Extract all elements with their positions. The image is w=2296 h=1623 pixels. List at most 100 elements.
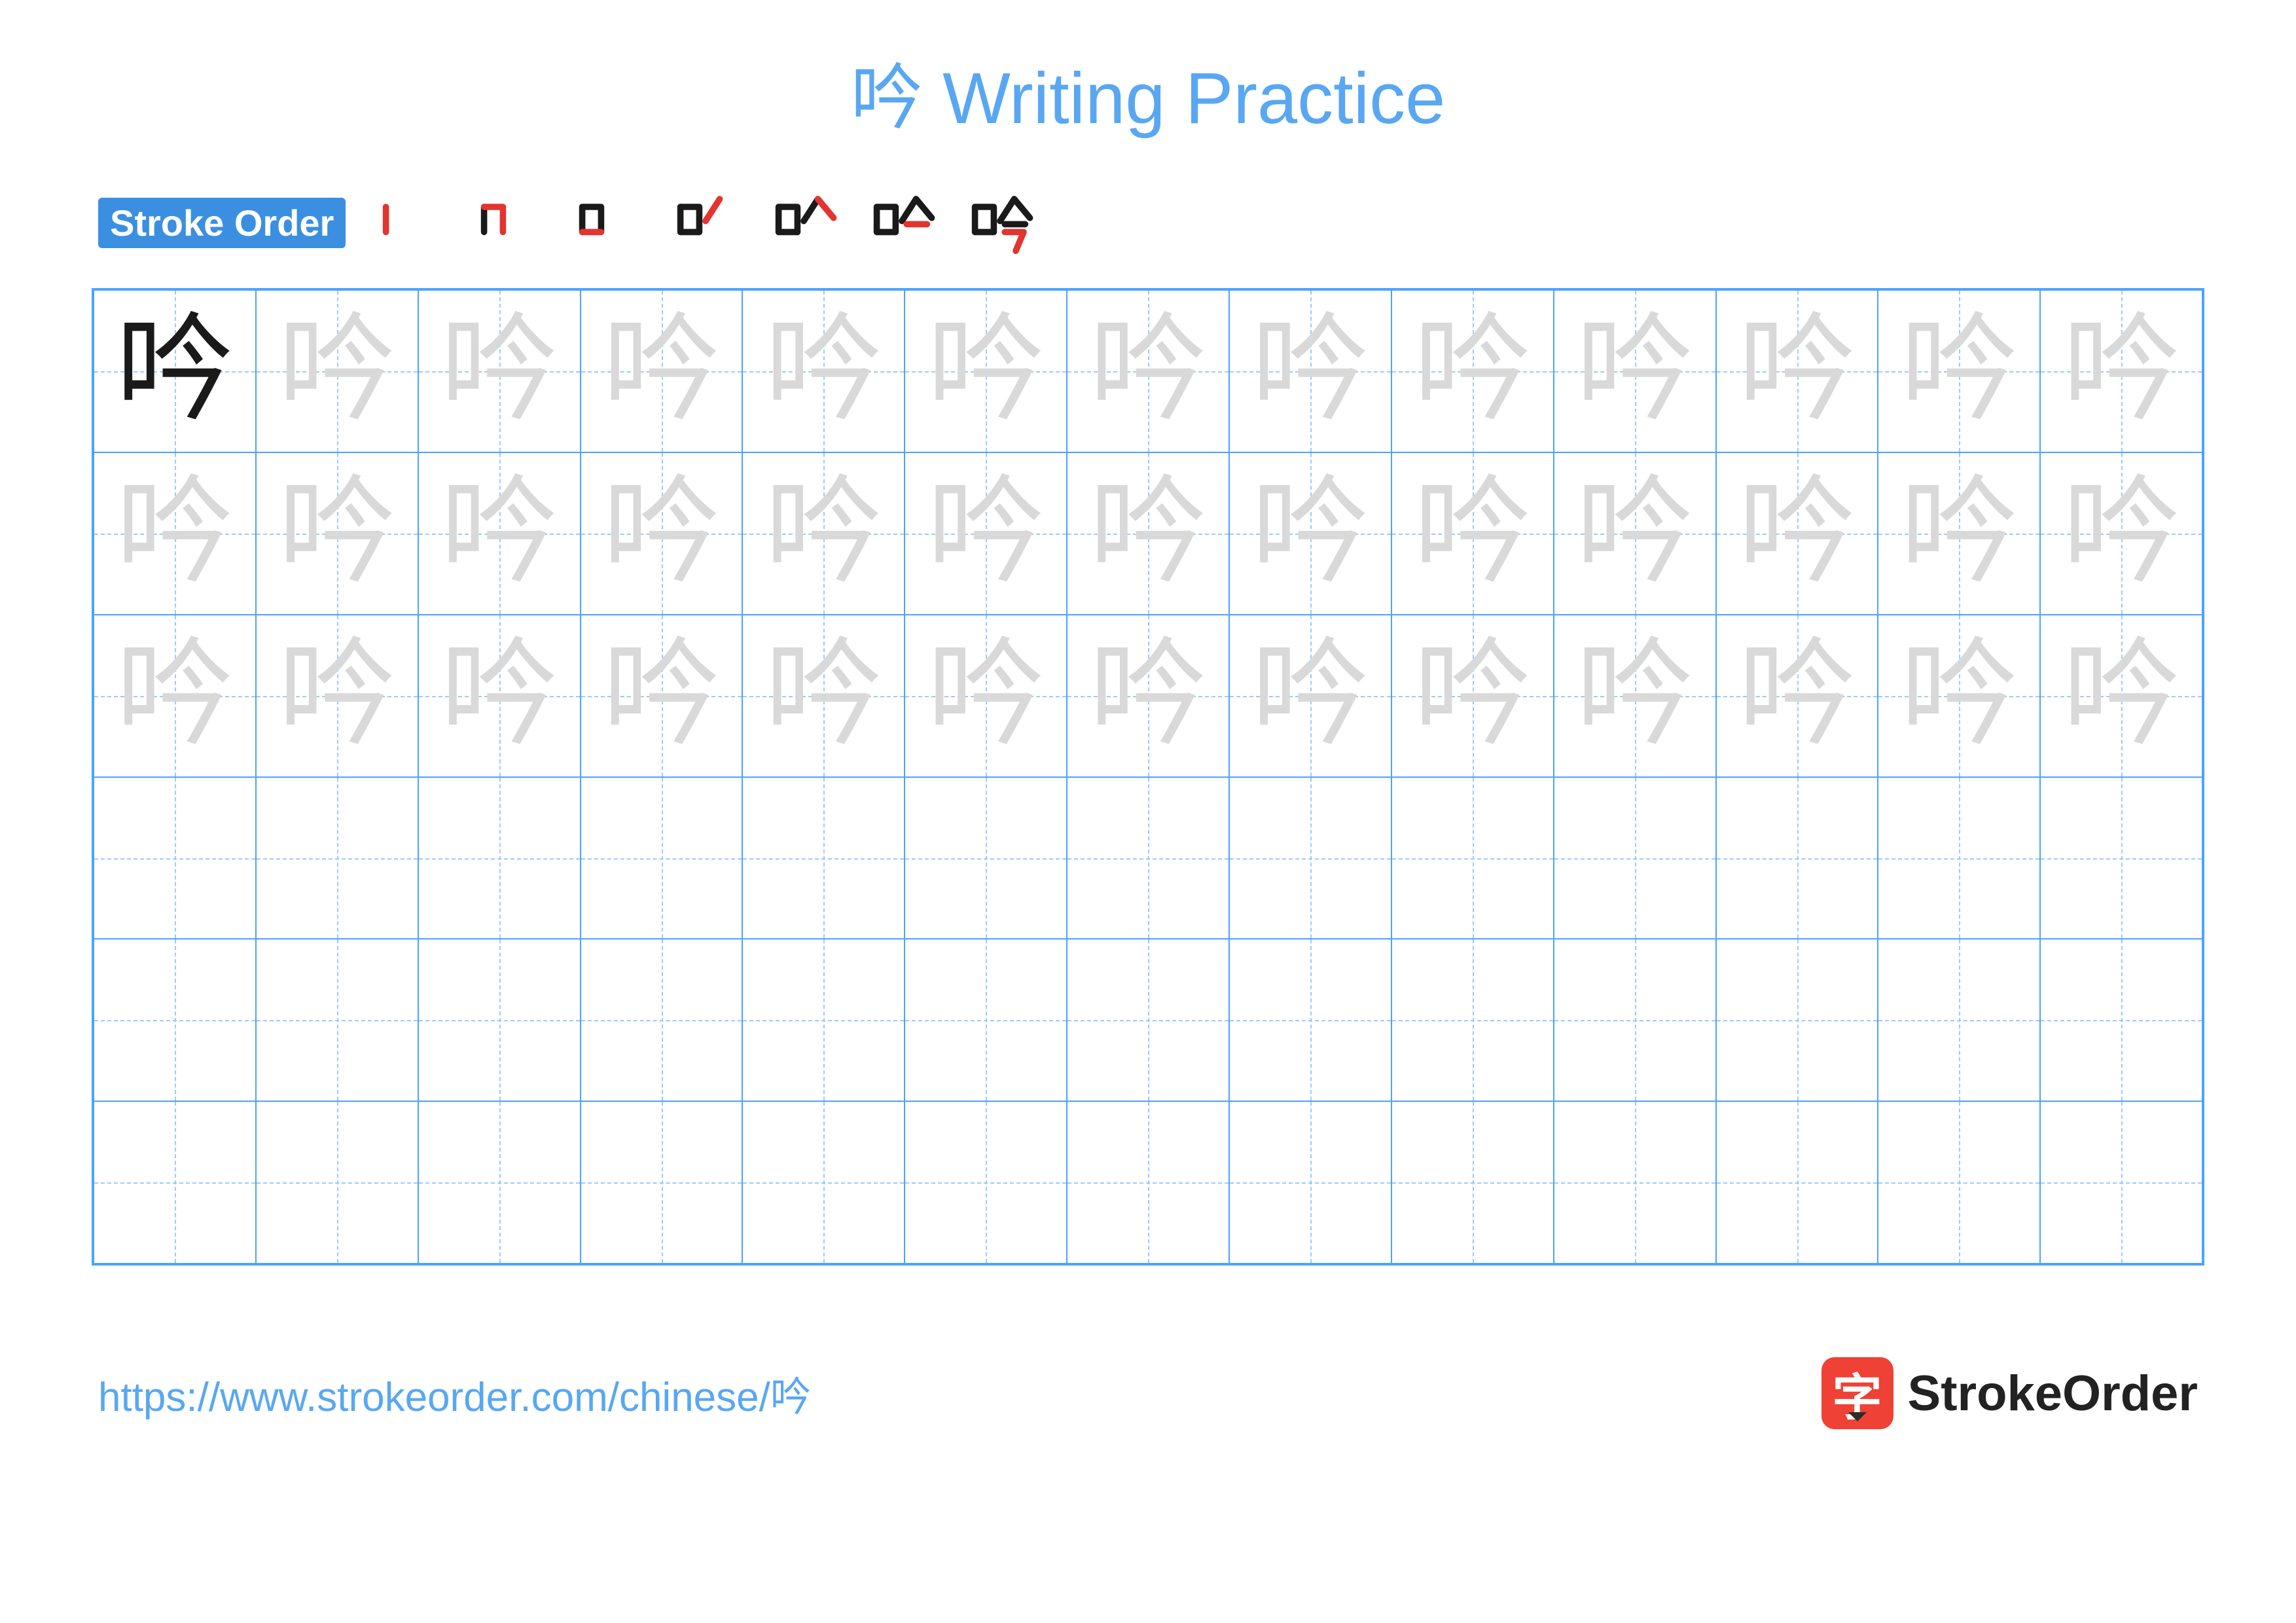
trace-cell: 吟 [1716,452,1878,615]
stroke-order-badge: Stroke Order [98,198,346,248]
blank-cell [1229,777,1391,939]
blank-cell [581,1101,743,1264]
practice-character: 吟 [603,475,721,593]
practice-character: 吟 [1576,637,1694,755]
trace-cell: 吟 [1716,615,1878,777]
page-title: 吟 Writing Practice [92,39,2204,144]
blank-cell [1391,777,1554,939]
practice-character: 吟 [2062,475,2180,593]
blank-cell [1554,777,1716,939]
trace-cell: 吟 [1067,452,1229,615]
practice-character: 吟 [1414,312,1532,430]
trace-cell: 吟 [1878,290,2040,452]
trace-cell: 吟 [1229,290,1391,452]
blank-cell [1067,777,1229,939]
practice-character: 吟 [927,475,1045,593]
blank-cell [1067,1101,1229,1264]
trace-cell: 吟 [581,452,743,615]
practice-character: 吟 [603,312,721,430]
trace-cell: 吟 [1229,452,1391,615]
trace-cell: 吟 [1391,615,1554,777]
trace-cell: 吟 [905,615,1067,777]
trace-cell: 吟 [581,615,743,777]
blank-cell [256,1101,418,1264]
practice-character: 吟 [1251,312,1369,430]
trace-cell: 吟 [1878,615,2040,777]
blank-cell [1554,939,1716,1101]
stroke-step-3 [568,183,647,262]
blank-cell [256,939,418,1101]
stroke-step-6 [863,183,941,262]
blank-cell [2040,1101,2202,1264]
stroke-order-row: Stroke Order [92,183,2204,262]
practice-character: 吟 [116,475,234,593]
trace-cell: 吟 [256,615,418,777]
trace-cell: 吟 [1716,290,1878,452]
brand-icon: 字 [1821,1357,1893,1429]
blank-cell [905,939,1067,1101]
trace-cell: 吟 [905,290,1067,452]
practice-character: 吟 [116,312,234,430]
stroke-steps-container [372,183,1039,262]
blank-cell [905,1101,1067,1264]
practice-character: 吟 [1089,475,1207,593]
practice-character: 吟 [1576,475,1694,593]
practice-character: 吟 [1251,475,1369,593]
footer: https://www.strokeorder.com/chinese/吟 字 … [92,1357,2204,1429]
practice-character: 吟 [278,312,396,430]
source-url: https://www.strokeorder.com/chinese/吟 [98,1364,811,1423]
trace-cell: 吟 [418,615,581,777]
practice-character: 吟 [1900,312,2018,430]
practice-grid: 吟吟吟吟吟吟吟吟吟吟吟吟吟吟吟吟吟吟吟吟吟吟吟吟吟吟吟吟吟吟吟吟吟吟吟吟吟吟吟 [92,288,2204,1266]
blank-cell [742,939,905,1101]
trace-cell: 吟 [94,615,256,777]
blank-cell [94,939,256,1101]
blank-cell [1229,939,1391,1101]
trace-cell: 吟 [2040,615,2202,777]
blank-cell [1878,939,2040,1101]
trace-cell: 吟 [418,452,581,615]
practice-character: 吟 [2062,312,2180,430]
trace-cell: 吟 [581,290,743,452]
blank-cell [1554,1101,1716,1264]
practice-character: 吟 [116,637,234,755]
trace-cell: 吟 [905,452,1067,615]
practice-character: 吟 [764,475,882,593]
blank-cell [418,777,581,939]
practice-character: 吟 [1414,637,1532,755]
practice-character: 吟 [1251,637,1369,755]
practice-character: 吟 [1089,312,1207,430]
blank-cell [1391,939,1554,1101]
trace-cell: 吟 [1391,452,1554,615]
stroke-step-1 [372,183,450,262]
practice-character: 吟 [2062,637,2180,755]
practice-character: 吟 [1414,475,1532,593]
practice-character: 吟 [1900,475,2018,593]
practice-character: 吟 [1576,312,1694,430]
practice-character: 吟 [440,312,558,430]
trace-cell: 吟 [1067,615,1229,777]
blank-cell [1878,777,2040,939]
trace-cell: 吟 [256,452,418,615]
trace-cell: 吟 [1067,290,1229,452]
trace-cell: 吟 [1554,290,1716,452]
blank-cell [256,777,418,939]
blank-cell [418,1101,581,1264]
practice-character: 吟 [278,475,396,593]
stroke-step-5 [764,183,843,262]
blank-cell [1391,1101,1554,1264]
trace-cell: 吟 [2040,452,2202,615]
blank-cell [1878,1101,2040,1264]
trace-cell: 吟 [1554,452,1716,615]
stroke-step-7 [961,183,1039,262]
stroke-step-4 [666,183,745,262]
practice-character: 吟 [1089,637,1207,755]
practice-character: 吟 [1738,637,1856,755]
blank-cell [1229,1101,1391,1264]
practice-character: 吟 [764,637,882,755]
stroke-step-2 [470,183,548,262]
trace-cell: 吟 [1229,615,1391,777]
trace-cell: 吟 [1391,290,1554,452]
brand-name: StrokeOrder [1908,1365,2198,1422]
practice-character: 吟 [927,312,1045,430]
